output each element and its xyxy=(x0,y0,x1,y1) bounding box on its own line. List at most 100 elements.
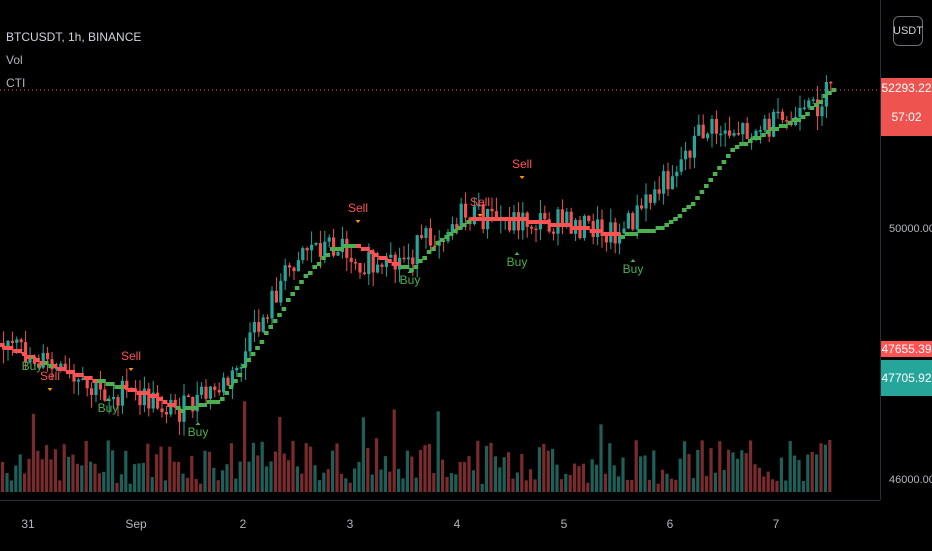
volume-bar xyxy=(458,461,462,492)
cti-step xyxy=(774,127,779,131)
volume-bar xyxy=(278,416,282,492)
candle-body xyxy=(785,120,789,122)
time-axis[interactable]: 31 Sep 2 3 4 5 6 7 xyxy=(0,500,880,551)
cti-step xyxy=(453,229,458,233)
volume-bar xyxy=(207,451,211,492)
candle-body xyxy=(701,124,705,139)
cti-step xyxy=(668,220,674,224)
cti-step xyxy=(572,226,577,230)
other-value-tag: 47705.92 xyxy=(881,360,932,396)
cti-step xyxy=(730,148,735,152)
candle-body xyxy=(204,386,208,399)
cti-step xyxy=(52,364,58,368)
cti-step xyxy=(664,223,669,227)
volume-bar xyxy=(357,461,361,492)
candle-body xyxy=(46,352,50,360)
cti-step xyxy=(391,262,397,266)
candle-body xyxy=(666,171,670,190)
candle-body xyxy=(147,388,151,409)
volume-bar xyxy=(705,476,709,492)
volume-bar xyxy=(749,440,753,492)
sell-signal-label: Sell xyxy=(470,195,490,209)
cti-step xyxy=(22,352,27,356)
cti-step xyxy=(145,391,150,395)
cti-step xyxy=(752,136,757,140)
volume-bar xyxy=(493,456,497,492)
candle-body xyxy=(459,203,463,230)
cti-step xyxy=(831,88,837,92)
time-label: Sep xyxy=(125,517,147,531)
volume-bar xyxy=(31,413,35,492)
cti-indicator-label[interactable]: CTI xyxy=(6,76,26,90)
candle-body xyxy=(301,248,305,261)
cti-step xyxy=(356,244,361,248)
candle-body xyxy=(112,397,116,400)
candle-body xyxy=(750,137,754,140)
candle-body xyxy=(754,130,758,138)
cti-step xyxy=(180,409,185,413)
candle-body xyxy=(772,111,776,137)
signal-arrow-icon xyxy=(47,388,53,391)
volume-bar xyxy=(370,474,374,492)
cti-step xyxy=(352,244,357,248)
volume-bar xyxy=(647,479,651,492)
cti-step xyxy=(712,172,718,176)
volume-bar xyxy=(775,480,779,492)
cti-step xyxy=(343,244,348,248)
currency-button[interactable]: USDT xyxy=(893,16,923,46)
candle-body xyxy=(94,382,98,395)
cti-step xyxy=(532,220,537,224)
candle-body xyxy=(626,213,630,229)
cti-step xyxy=(550,223,555,227)
cti-step xyxy=(8,346,14,350)
candle-body xyxy=(679,159,683,172)
volume-indicator-label[interactable]: Vol xyxy=(6,53,23,67)
candle-body xyxy=(728,130,732,136)
volume-bar xyxy=(740,450,744,492)
volume-bar xyxy=(590,459,594,492)
cti-step xyxy=(17,349,23,353)
volume-bar xyxy=(150,477,154,492)
candle-body xyxy=(244,351,248,368)
volume-bar xyxy=(669,478,673,492)
candle-body xyxy=(433,245,437,248)
symbol-title[interactable]: BTCUSDT, 1h, BINANCE xyxy=(6,30,142,44)
candle-body xyxy=(90,388,94,395)
volume-bar xyxy=(194,479,198,492)
volume-bar xyxy=(67,456,71,492)
candle-body xyxy=(675,171,679,177)
volume-bar xyxy=(454,474,458,492)
price-axis[interactable]: 50000.00 46000.00 xyxy=(880,0,932,500)
cti-step xyxy=(404,265,410,269)
volume-bar xyxy=(199,483,203,492)
volume-bar xyxy=(392,409,396,492)
candle-body xyxy=(569,211,573,234)
volume-bar xyxy=(379,469,383,492)
chart-area[interactable]: Buy Sell Buy Sell Buy Sell Buy Sell Buy Sell Buy B… xyxy=(0,0,880,500)
volume-bar xyxy=(691,478,695,492)
cti-step xyxy=(132,388,137,392)
volume-bar xyxy=(788,441,792,492)
candle-body xyxy=(54,366,58,370)
volume-bar xyxy=(577,466,581,492)
volume-bar xyxy=(652,450,656,492)
volume-bar xyxy=(498,467,502,492)
candle-body xyxy=(807,100,811,108)
volume-bar xyxy=(529,469,533,492)
cti-step xyxy=(127,388,133,392)
time-label: 2 xyxy=(239,517,247,531)
candle-body xyxy=(758,130,762,132)
candle-body xyxy=(521,212,525,231)
volume-bar xyxy=(612,465,616,492)
cti-step xyxy=(558,223,564,227)
cti-step xyxy=(396,262,401,266)
cti-step xyxy=(290,292,295,296)
cti-step xyxy=(554,223,559,227)
candle-body xyxy=(380,264,384,267)
candle-body xyxy=(455,224,459,230)
buy-signal-label: Buy xyxy=(623,262,644,276)
volume-bar xyxy=(71,454,75,492)
signal-arrow-icon xyxy=(29,356,35,359)
volume-bar xyxy=(84,441,88,492)
